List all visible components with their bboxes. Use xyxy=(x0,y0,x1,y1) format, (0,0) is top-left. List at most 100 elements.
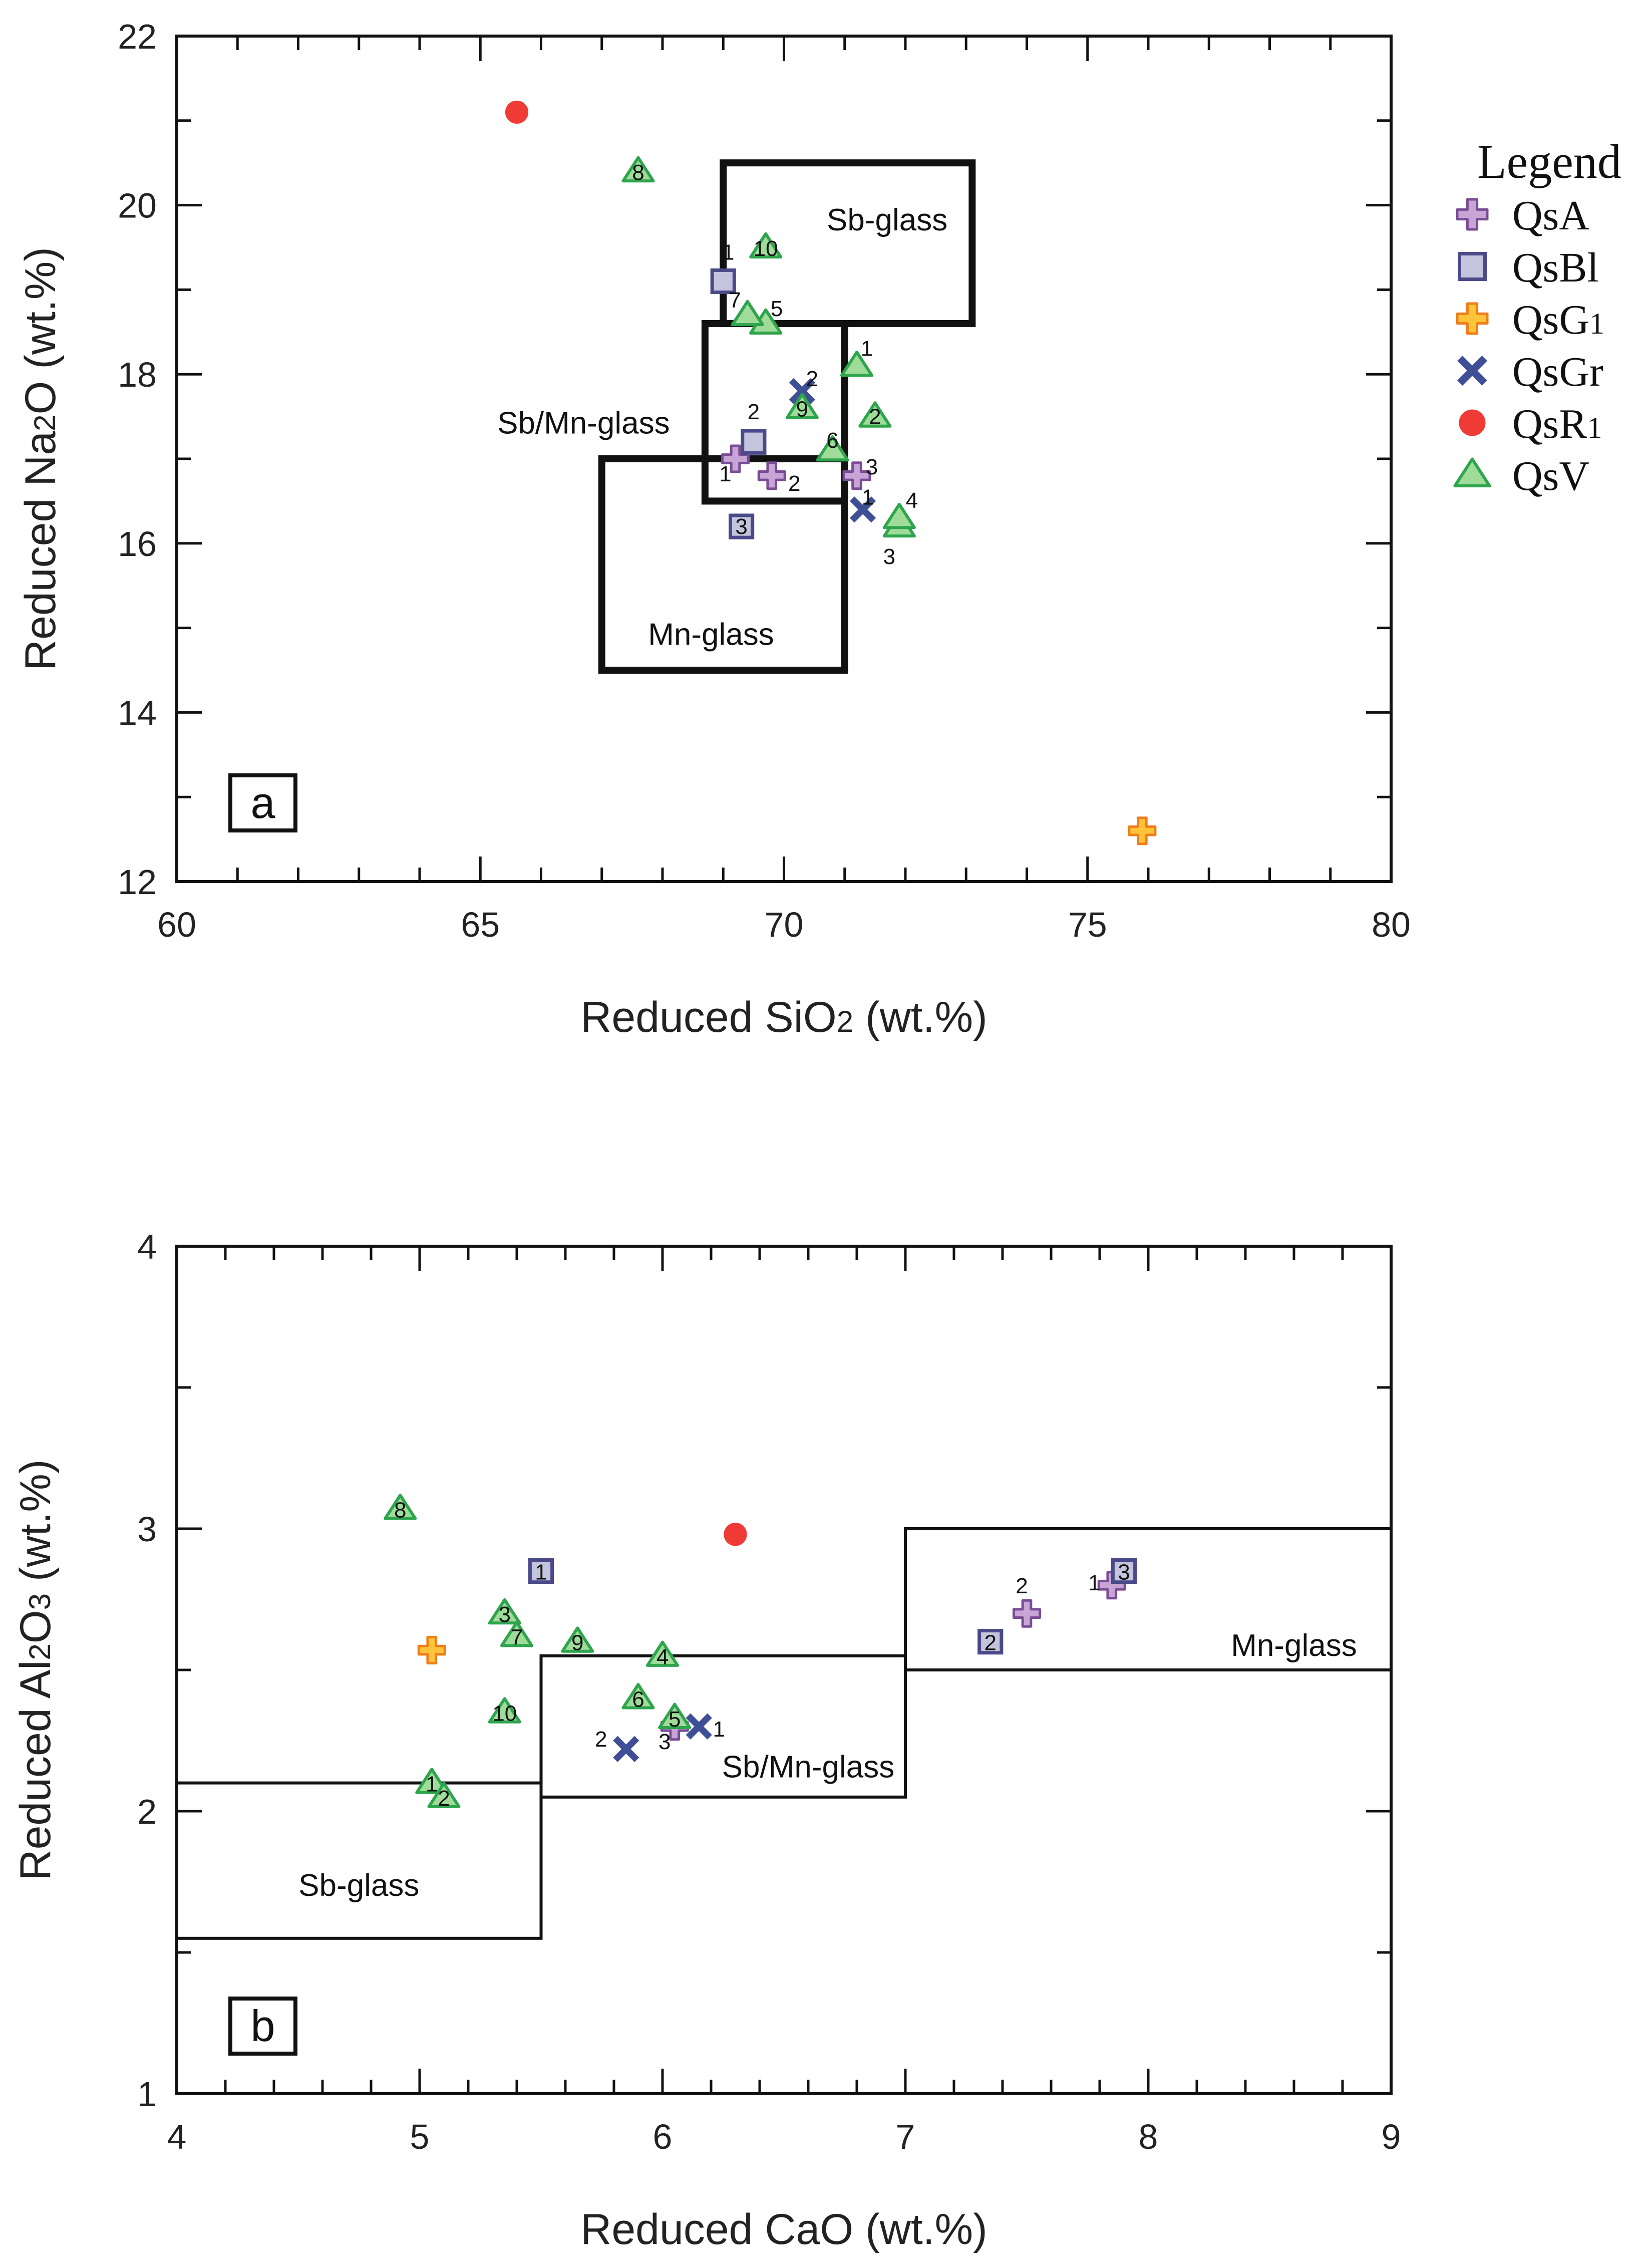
point-label: 1 xyxy=(1088,1571,1100,1595)
legend-entry: QsGr xyxy=(1512,349,1603,395)
point-label: 2 xyxy=(869,405,881,429)
point-label: 1 xyxy=(426,1772,438,1797)
legend-entry: QsR1 xyxy=(1512,401,1602,447)
y-tick-label: 3 xyxy=(137,1510,157,1549)
x-tick-label: 9 xyxy=(1382,2117,1401,2156)
legend-marker xyxy=(1456,302,1489,335)
point-label: 7 xyxy=(511,1625,523,1649)
y-tick-label: 16 xyxy=(118,524,157,563)
x-tick-label: 8 xyxy=(1139,2117,1158,2156)
data-point xyxy=(710,268,736,295)
data-point xyxy=(721,444,750,473)
data-point xyxy=(561,1626,594,1653)
point-label: 9 xyxy=(796,397,808,422)
region-label: Sb-glass xyxy=(298,1868,419,1903)
point-label: 5 xyxy=(669,1707,681,1732)
region-label: Mn-glass xyxy=(648,617,774,652)
point-label: 9 xyxy=(571,1631,583,1655)
data-point xyxy=(741,429,767,455)
data-point xyxy=(658,1703,692,1729)
data-point xyxy=(488,1598,521,1625)
y-tick-label: 4 xyxy=(137,1227,157,1266)
region-box xyxy=(175,1781,543,1940)
y-tick-label: 2 xyxy=(137,1792,157,1831)
legend-entry: QsBl xyxy=(1512,244,1599,291)
x-tick-label: 70 xyxy=(765,905,804,944)
region-label: Sb-glass xyxy=(827,203,947,237)
point-label: 2 xyxy=(595,1727,607,1752)
point-label: 10 xyxy=(492,1702,517,1726)
y-tick-label: 18 xyxy=(118,355,157,394)
data-point xyxy=(850,496,876,523)
point-label: 2 xyxy=(984,1631,997,1655)
legend-marker xyxy=(1456,198,1489,231)
point-label: 2 xyxy=(806,367,818,391)
data-point xyxy=(749,232,783,259)
y-tick-label: 20 xyxy=(118,186,157,225)
data-point xyxy=(858,401,892,428)
region-box xyxy=(539,1654,907,1799)
point-label: 1 xyxy=(722,240,734,265)
data-point xyxy=(528,1558,554,1584)
panel-tag: b xyxy=(251,2001,275,2051)
point-label: 3 xyxy=(499,1602,511,1627)
data-point xyxy=(686,1713,712,1740)
x-axis-title: Reduced CaO (wt.%) xyxy=(580,2205,987,2253)
point-label: 2 xyxy=(788,471,800,496)
point-label: 2 xyxy=(1016,1574,1028,1598)
data-point xyxy=(645,1640,680,1667)
legend-marker xyxy=(1458,252,1487,281)
x-axis-title: Reduced SiO2 (wt.%) xyxy=(580,993,987,1041)
point-label: 2 xyxy=(438,1786,450,1811)
panel-tag: a xyxy=(251,778,275,827)
x-tick-label: 75 xyxy=(1068,905,1107,944)
point-label: 3 xyxy=(735,514,747,539)
region-box xyxy=(904,1527,1393,1671)
point-label: 5 xyxy=(771,297,783,321)
legend-entry: QsV xyxy=(1512,453,1589,499)
legend-marker xyxy=(1457,356,1487,386)
data-point xyxy=(1013,1599,1041,1628)
data-point xyxy=(488,1697,521,1724)
point-label: 1 xyxy=(713,1717,725,1742)
data-point xyxy=(785,393,819,419)
data-point xyxy=(621,156,655,183)
point-label: 3 xyxy=(866,455,878,479)
x-tick-label: 80 xyxy=(1372,905,1411,944)
point-label: 3 xyxy=(1118,1560,1130,1585)
data-point xyxy=(729,513,755,539)
data-point xyxy=(1128,816,1157,845)
y-tick-label: 22 xyxy=(118,17,157,56)
y-axis-title: Reduced Al2O3 (wt.%) xyxy=(12,1459,60,1880)
data-point xyxy=(427,1782,461,1808)
panel-tag-box xyxy=(228,1997,297,2056)
point-label: 1 xyxy=(861,336,873,361)
data-point xyxy=(417,1636,446,1665)
data-point xyxy=(842,461,871,490)
point-label: 2 xyxy=(748,400,760,424)
panel-tag-box xyxy=(228,773,297,832)
y-tick-label: 12 xyxy=(118,863,157,902)
legend-marker xyxy=(1459,409,1486,436)
data-point xyxy=(500,1621,534,1647)
x-tick-label: 60 xyxy=(157,905,196,944)
point-label: 8 xyxy=(632,160,644,185)
point-label: 8 xyxy=(394,1498,406,1523)
data-point xyxy=(384,1494,417,1520)
data-point xyxy=(882,502,916,529)
point-label: 4 xyxy=(906,488,918,513)
point-label: 1 xyxy=(719,462,731,486)
point-label: 10 xyxy=(754,236,778,261)
legend-entry: QsG1 xyxy=(1512,297,1604,343)
data-point xyxy=(505,100,529,124)
data-point xyxy=(724,1523,747,1546)
data-point xyxy=(613,1736,639,1763)
region-label: Sb/Mn-glass xyxy=(722,1750,895,1784)
data-point xyxy=(757,461,786,490)
point-label: 4 xyxy=(656,1645,669,1669)
data-point xyxy=(816,435,849,462)
legend-title: Legend xyxy=(1477,135,1621,188)
region-label: Sb/Mn-glass xyxy=(497,406,670,440)
